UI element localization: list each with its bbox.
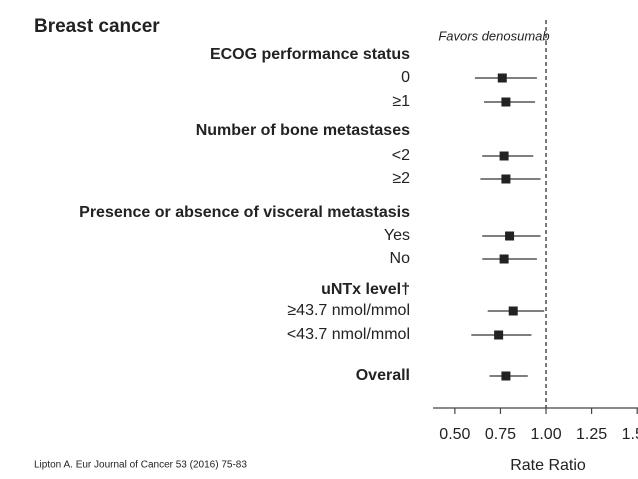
point-estimate [499,151,509,161]
source: Lipton A. Eur Journal of Cancer 53 (2016… [34,460,247,471]
group-header: Number of bone metastases [196,122,410,139]
x-axis-label: Rate Ratio [510,457,586,474]
overall-label: Overall [356,367,410,384]
annotation: Favors denosumab [438,28,549,43]
chart-title: Breast cancer [34,16,160,37]
row-label: No [390,250,411,267]
point-estimate [501,371,511,381]
row-label: <43.7 nmol/mmol [287,326,410,343]
point-estimate [505,231,515,241]
row-label: Yes [384,227,410,244]
row-label: ≥2 [392,170,410,187]
group-header: Presence or absence of visceral metastas… [79,204,410,221]
row-label: ≥1 [392,93,410,110]
point-estimate [494,330,504,340]
x-tick-label: 1.00 [530,426,561,443]
point-estimate [501,97,511,107]
group-header: uNTx level† [321,281,410,298]
row-label: 0 [401,69,410,86]
point-estimate [508,306,518,316]
point-estimate [499,254,509,264]
x-tick-label: 0.75 [485,426,516,443]
row-label: ≥43.7 nmol/mmol [287,302,410,319]
x-tick-label: 1.50 [622,426,638,443]
x-tick-label: 0.50 [439,426,470,443]
group-header: ECOG performance status [210,46,410,63]
point-estimate [497,73,507,83]
point-estimate [501,174,511,184]
x-tick-label: 1.25 [576,426,607,443]
row-label: <2 [392,147,410,164]
